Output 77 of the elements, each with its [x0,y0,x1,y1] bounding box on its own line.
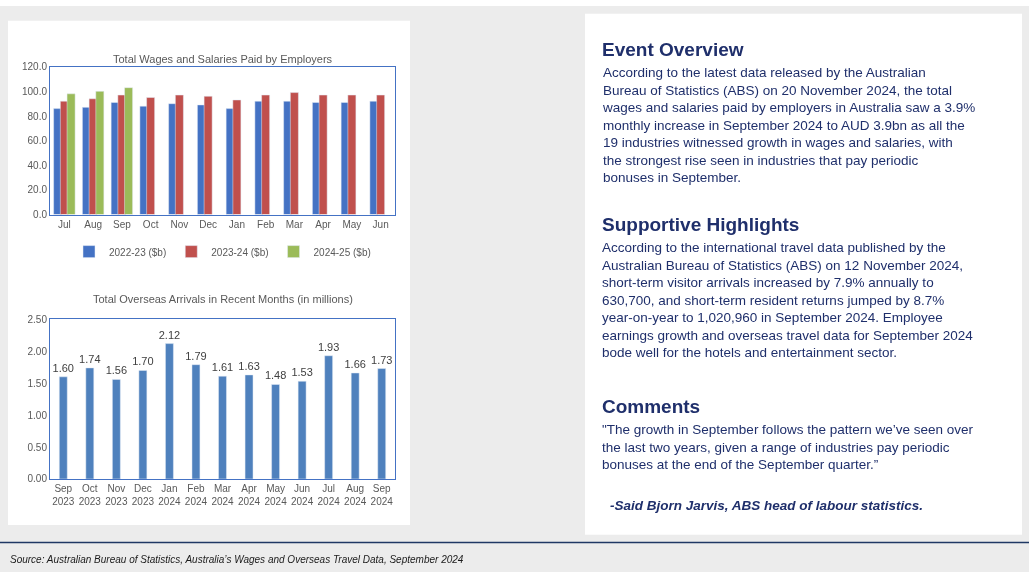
x-tick-label: Jul 2024 [317,482,341,507]
bar [191,364,201,479]
text: 2.12 [158,328,181,341]
y-tick-label: 60.0 [27,135,48,147]
bar [244,374,254,479]
x-tick-label: Dec 2023 [131,482,155,507]
x-tick-label: Jun 2024 [290,482,314,507]
x-tick-label: Aug [84,218,103,230]
text: 1.56 [105,364,128,377]
x-tick-label: Aug 2024 [344,482,367,507]
x-tick-label: Jan [228,218,245,230]
x-tick-label: Jan 2024 [158,482,181,507]
x-tick-label: Mar 2024 [211,482,235,507]
y-tick-label: 0.0 [33,209,48,221]
bar [297,381,307,479]
x-tick-label: Apr [315,218,332,230]
legend-label: 2023-24 ($b) [211,246,269,258]
source-note: Source: Australian Bureau of Statistics, Australia’s Wages and Overseas Travel Data, September 2024 [10,554,464,565]
bar [377,368,386,479]
x-tick-label: Sep 2024 [370,482,394,507]
x-tick-label: Sep 2023 [52,482,75,507]
text: Event Overview [602,39,744,60]
bar [350,372,360,479]
x-tick-label: May [342,218,362,230]
y-tick-label: 100.0 [21,85,48,97]
x-tick-label: Nov 2023 [105,482,128,507]
text: 1.74 [79,352,101,365]
text: 1.63 [238,359,260,372]
legend-label: 2022-23 ($b) [109,246,167,258]
text: 1.60 [52,361,74,374]
y-tick-label: 120.0 [21,61,48,73]
text: 1.48 [264,369,287,382]
text: According to the latest data released by the Australian Bureau of Statistics (ABS) on 20 November 2024, the total wages and salaries paid by employers in Australia saw a 3.9% monthly increase in September 2024 to AUD 3.9bn as all the 19 industries witnessed growth in wages and salaries, with the strongest rise seen in industries that pay periodic bonuses in September. [602,65,976,186]
x-tick-label: Feb 2024 [184,482,208,507]
x-tick-label: Oct [142,218,159,230]
text: -Said Bjorn Jarvis, ABS head of labour statistics. [610,498,924,513]
x-tick-label: Apr 2024 [237,482,261,507]
x-tick-label: Jul [57,218,71,230]
bar [165,343,174,479]
x-tick-label: Jun [372,218,389,230]
text: 1.53 [291,366,313,379]
bar [218,375,227,479]
bar [271,384,280,479]
x-tick-label: Mar [285,218,304,230]
y-tick-label: 1.50 [27,377,48,389]
y-tick-label: 80.0 [27,110,48,122]
x-tick-label: Feb [257,218,275,230]
text: 1.73 [371,353,393,366]
bar [324,355,333,479]
y-tick-label: 2.50 [27,313,48,325]
x-tick-label: May 2024 [264,482,288,507]
text: 1.79 [185,349,207,362]
bar [85,367,95,479]
bar [112,379,121,479]
y-tick-label: 40.0 [27,159,48,171]
chart-title: Total Overseas Arrivals in Recent Months (in millions) [93,293,353,305]
legend-label: 2024-25 ($b) [313,246,371,258]
bar [59,376,68,479]
y-tick-label: 1.00 [27,409,48,421]
y-tick-label: 0.50 [27,441,48,453]
y-tick-label: 0.00 [27,473,48,485]
x-tick-label: Oct 2023 [78,482,102,507]
text: 1.70 [132,355,154,368]
text: Supportive Highlights [602,214,800,235]
x-tick-label: Nov [170,218,189,230]
y-tick-label: 20.0 [27,184,48,196]
text: 1.66 [344,357,366,370]
x-tick-label: Dec [199,218,218,230]
y-tick-label: 2.00 [27,345,48,357]
bar [138,370,148,479]
text: Comments [602,396,701,417]
text: 1.93 [317,340,340,353]
text: According to the international travel data published by the Australian Bureau of Statistics (ABS) on 12 November 2024, short-term visitor arrivals increased by 7.9% annually to 630,700, and short-term resident returns jumped by 8.7% year-on-year to 1,020,960 in September 2024. Employee earnings growth and overseas travel data for September 2024 bode well for the hotels and entertainment sector. [602,240,974,361]
text: 1.61 [211,361,234,374]
text: "The growth in September follows the pattern we’ve seen over the last two years, given a range of industries pay periodic bonuses at the end of the September quarter.” [602,422,974,473]
x-tick-label: Sep [112,218,132,230]
chart-title: Total Wages and Salaries Paid by Employers [113,53,333,65]
